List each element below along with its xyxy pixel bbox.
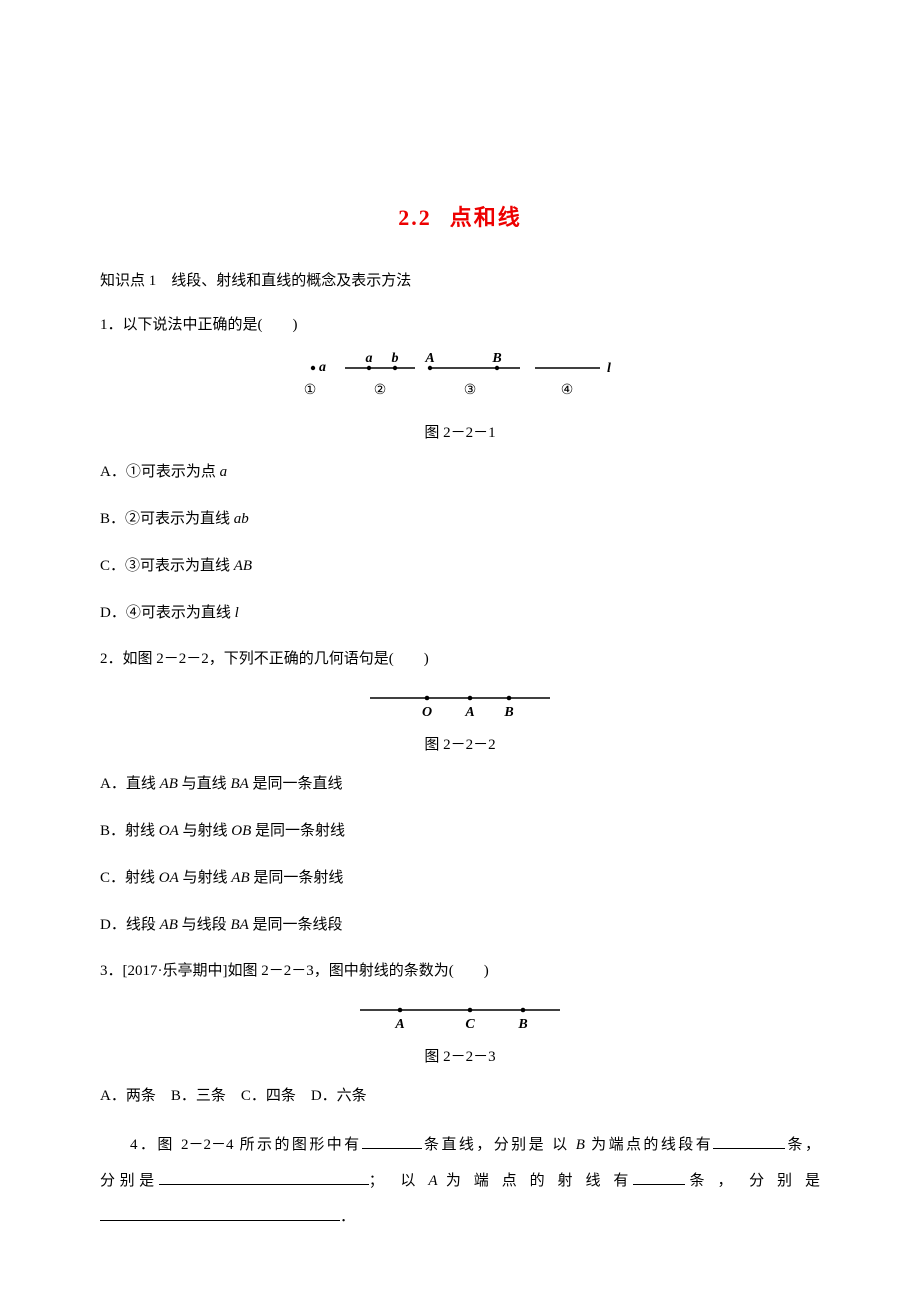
fig2-B-label: B bbox=[503, 705, 513, 720]
q3-options: A．两条 B．三条 C．四条 D．六条 bbox=[100, 1080, 820, 1113]
fig1-circ-3: ③ bbox=[464, 383, 477, 398]
q4-blank-2[interactable] bbox=[713, 1132, 785, 1150]
fig2-A-label: A bbox=[464, 705, 474, 720]
q1-opt-C: C．③可表示为直线 AB bbox=[100, 550, 820, 583]
figure-2-2-2: O A B bbox=[100, 688, 820, 727]
fig3-C-label: C bbox=[465, 1017, 475, 1032]
figure-2-2-1: a ① a b ② A B ③ l ④ bbox=[100, 354, 820, 415]
fig1-circ-1: ① bbox=[304, 383, 317, 398]
q4-blank-5[interactable] bbox=[100, 1204, 340, 1222]
fig1-A-label: A bbox=[424, 351, 434, 366]
fig1-caption: 图 2－2－1 bbox=[100, 421, 820, 442]
fig1-B-label: B bbox=[491, 351, 501, 366]
q4-blank-1[interactable] bbox=[362, 1132, 422, 1150]
q2-opt-C: C．射线 OA 与射线 AB 是同一条射线 bbox=[100, 862, 820, 895]
fig3-svg: A C B bbox=[355, 1000, 565, 1034]
q1-stem: 1．以下说法中正确的是( ) bbox=[100, 310, 820, 340]
fig3-B-label: B bbox=[517, 1017, 527, 1032]
q3-stem: 3．[2017·乐亭期中]如图 2－2－3，图中射线的条数为( ) bbox=[100, 956, 820, 986]
fig1-point-a-label: a bbox=[319, 360, 326, 375]
section-number: 2.2 bbox=[398, 205, 432, 230]
section-title: 2.2 点和线 bbox=[100, 200, 820, 232]
q2-opt-D: D．线段 AB 与线段 BA 是同一条线段 bbox=[100, 909, 820, 942]
q2-stem: 2．如图 2－2－2，下列不正确的几何语句是( ) bbox=[100, 644, 820, 674]
fig1-svg: a ① a b ② A B ③ l ④ bbox=[295, 354, 625, 410]
figure-2-2-3: A C B bbox=[100, 1000, 820, 1039]
q1-opt-A: A．①可表示为点 a bbox=[100, 456, 820, 489]
fig3-A-label: A bbox=[394, 1017, 404, 1032]
q4-line3: ． bbox=[100, 1199, 820, 1235]
fig3-caption: 图 2－2－3 bbox=[100, 1045, 820, 1066]
q1-opt-D: D．④可表示为直线 l bbox=[100, 597, 820, 630]
fig2-caption: 图 2－2－2 bbox=[100, 733, 820, 754]
fig2-O-label: O bbox=[422, 705, 432, 720]
fig2-svg: O A B bbox=[365, 688, 555, 722]
q4-line1: 4．图 2－2－4 所示的图形中有条直线，分别是 以 B 为端点的线段有条， bbox=[100, 1127, 820, 1163]
knowledge-point-1: 知识点 1 线段、射线和直线的概念及表示方法 bbox=[100, 266, 820, 296]
fig1-circ-2: ② bbox=[374, 383, 387, 398]
fig1-circ-4: ④ bbox=[561, 383, 574, 398]
fig1-b-label: b bbox=[392, 351, 399, 366]
fig1-l-label: l bbox=[607, 361, 611, 376]
q4-blank-4[interactable] bbox=[633, 1168, 685, 1186]
q2-opt-A: A．直线 AB 与直线 BA 是同一条直线 bbox=[100, 768, 820, 801]
section-name: 点和线 bbox=[450, 205, 522, 230]
q4-blank-3[interactable] bbox=[159, 1168, 369, 1186]
q4-line2: 分别是； 以 A 为 端 点 的 射 线 有条 ， 分 别 是 bbox=[100, 1163, 820, 1199]
q2-opt-B: B．射线 OA 与射线 OB 是同一条射线 bbox=[100, 815, 820, 848]
fig1-a-label: a bbox=[366, 351, 373, 366]
q1-opt-B: B．②可表示为直线 ab bbox=[100, 503, 820, 536]
